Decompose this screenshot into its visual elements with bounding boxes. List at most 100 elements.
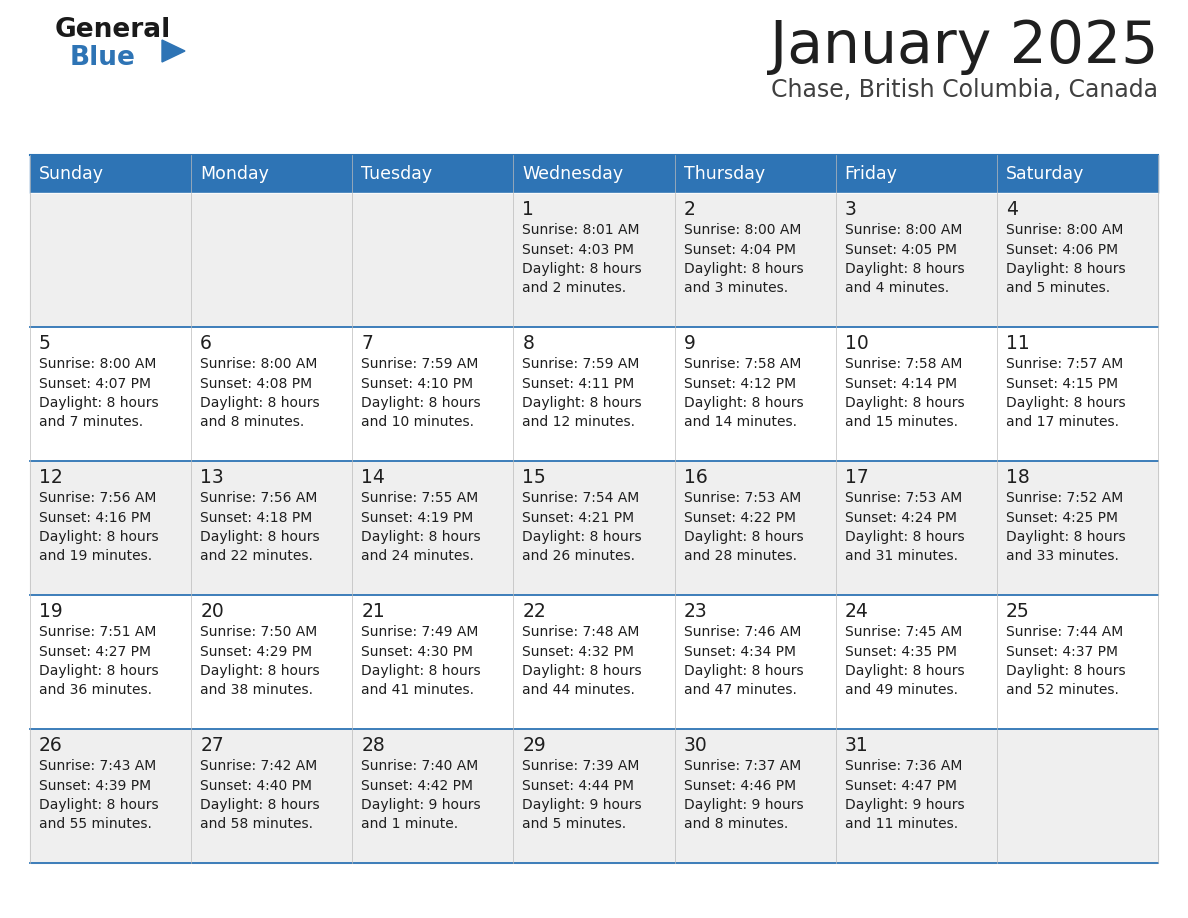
Bar [675,327,835,461]
Bar [353,461,513,595]
Bar [513,461,675,595]
Text: Sunrise: 7:59 AM
Sunset: 4:11 PM
Daylight: 8 hours
and 12 minutes.: Sunrise: 7:59 AM Sunset: 4:11 PM Dayligh… [523,357,642,430]
Text: Sunrise: 7:56 AM
Sunset: 4:16 PM
Daylight: 8 hours
and 19 minutes.: Sunrise: 7:56 AM Sunset: 4:16 PM Dayligh… [39,491,159,564]
Text: Sunrise: 7:53 AM
Sunset: 4:24 PM
Daylight: 8 hours
and 31 minutes.: Sunrise: 7:53 AM Sunset: 4:24 PM Dayligh… [845,491,965,564]
Text: 5: 5 [39,334,51,353]
Polygon shape [162,40,185,62]
Text: Sunrise: 7:45 AM
Sunset: 4:35 PM
Daylight: 8 hours
and 49 minutes.: Sunrise: 7:45 AM Sunset: 4:35 PM Dayligh… [845,625,965,698]
Text: 30: 30 [683,736,707,755]
Bar [997,155,1158,193]
Text: Sunrise: 7:40 AM
Sunset: 4:42 PM
Daylight: 9 hours
and 1 minute.: Sunrise: 7:40 AM Sunset: 4:42 PM Dayligh… [361,759,481,832]
Bar [835,327,997,461]
Text: Blue: Blue [70,45,135,71]
Text: 22: 22 [523,602,546,621]
Text: 3: 3 [845,200,857,219]
Text: Sunrise: 7:58 AM
Sunset: 4:12 PM
Daylight: 8 hours
and 14 minutes.: Sunrise: 7:58 AM Sunset: 4:12 PM Dayligh… [683,357,803,430]
Bar [191,461,353,595]
Text: 16: 16 [683,468,707,487]
Text: 24: 24 [845,602,868,621]
Text: 19: 19 [39,602,63,621]
Text: 9: 9 [683,334,695,353]
Text: 8: 8 [523,334,535,353]
Text: 2: 2 [683,200,695,219]
Text: Sunrise: 8:00 AM
Sunset: 4:05 PM
Daylight: 8 hours
and 4 minutes.: Sunrise: 8:00 AM Sunset: 4:05 PM Dayligh… [845,223,965,296]
Bar [513,155,675,193]
Bar [191,595,353,729]
Text: Sunrise: 7:56 AM
Sunset: 4:18 PM
Daylight: 8 hours
and 22 minutes.: Sunrise: 7:56 AM Sunset: 4:18 PM Dayligh… [200,491,320,564]
Text: 27: 27 [200,736,223,755]
Text: 4: 4 [1006,200,1018,219]
Bar [997,193,1158,327]
Bar [191,155,353,193]
Text: 21: 21 [361,602,385,621]
Text: Sunday: Sunday [39,165,105,183]
Bar [353,729,513,863]
Text: Monday: Monday [200,165,268,183]
Bar [30,193,191,327]
Text: Sunrise: 7:58 AM
Sunset: 4:14 PM
Daylight: 8 hours
and 15 minutes.: Sunrise: 7:58 AM Sunset: 4:14 PM Dayligh… [845,357,965,430]
Bar [353,193,513,327]
Bar [835,155,997,193]
Text: January 2025: January 2025 [770,18,1158,75]
Text: Sunrise: 8:00 AM
Sunset: 4:06 PM
Daylight: 8 hours
and 5 minutes.: Sunrise: 8:00 AM Sunset: 4:06 PM Dayligh… [1006,223,1125,296]
Text: Tuesday: Tuesday [361,165,432,183]
Text: Sunrise: 7:50 AM
Sunset: 4:29 PM
Daylight: 8 hours
and 38 minutes.: Sunrise: 7:50 AM Sunset: 4:29 PM Dayligh… [200,625,320,698]
Text: Sunrise: 8:01 AM
Sunset: 4:03 PM
Daylight: 8 hours
and 2 minutes.: Sunrise: 8:01 AM Sunset: 4:03 PM Dayligh… [523,223,642,296]
Text: Saturday: Saturday [1006,165,1085,183]
Bar [513,729,675,863]
Text: 12: 12 [39,468,63,487]
Bar [997,327,1158,461]
Text: 26: 26 [39,736,63,755]
Bar [30,461,191,595]
Bar [835,729,997,863]
Text: 28: 28 [361,736,385,755]
Text: Friday: Friday [845,165,898,183]
Bar [30,155,191,193]
Text: 6: 6 [200,334,211,353]
Bar [997,461,1158,595]
Bar [513,193,675,327]
Bar [191,193,353,327]
Bar [353,595,513,729]
Text: 1: 1 [523,200,535,219]
Text: 23: 23 [683,602,707,621]
Bar [675,729,835,863]
Text: Sunrise: 7:37 AM
Sunset: 4:46 PM
Daylight: 9 hours
and 8 minutes.: Sunrise: 7:37 AM Sunset: 4:46 PM Dayligh… [683,759,803,832]
Text: 20: 20 [200,602,223,621]
Text: 18: 18 [1006,468,1030,487]
Text: 14: 14 [361,468,385,487]
Bar [675,595,835,729]
Text: 29: 29 [523,736,546,755]
Text: 15: 15 [523,468,546,487]
Text: 10: 10 [845,334,868,353]
Bar [997,729,1158,863]
Text: 13: 13 [200,468,223,487]
Text: Sunrise: 7:55 AM
Sunset: 4:19 PM
Daylight: 8 hours
and 24 minutes.: Sunrise: 7:55 AM Sunset: 4:19 PM Dayligh… [361,491,481,564]
Text: Sunrise: 7:46 AM
Sunset: 4:34 PM
Daylight: 8 hours
and 47 minutes.: Sunrise: 7:46 AM Sunset: 4:34 PM Dayligh… [683,625,803,698]
Text: Sunrise: 7:42 AM
Sunset: 4:40 PM
Daylight: 8 hours
and 58 minutes.: Sunrise: 7:42 AM Sunset: 4:40 PM Dayligh… [200,759,320,832]
Bar [675,461,835,595]
Bar [675,155,835,193]
Text: Sunrise: 8:00 AM
Sunset: 4:08 PM
Daylight: 8 hours
and 8 minutes.: Sunrise: 8:00 AM Sunset: 4:08 PM Dayligh… [200,357,320,430]
Bar [835,461,997,595]
Text: Sunrise: 7:39 AM
Sunset: 4:44 PM
Daylight: 9 hours
and 5 minutes.: Sunrise: 7:39 AM Sunset: 4:44 PM Dayligh… [523,759,642,832]
Text: 7: 7 [361,334,373,353]
Text: Sunrise: 7:43 AM
Sunset: 4:39 PM
Daylight: 8 hours
and 55 minutes.: Sunrise: 7:43 AM Sunset: 4:39 PM Dayligh… [39,759,159,832]
Bar [997,595,1158,729]
Text: Thursday: Thursday [683,165,765,183]
Text: 17: 17 [845,468,868,487]
Text: Sunrise: 8:00 AM
Sunset: 4:07 PM
Daylight: 8 hours
and 7 minutes.: Sunrise: 8:00 AM Sunset: 4:07 PM Dayligh… [39,357,159,430]
Text: 31: 31 [845,736,868,755]
Bar [835,595,997,729]
Text: 11: 11 [1006,334,1030,353]
Text: Sunrise: 7:59 AM
Sunset: 4:10 PM
Daylight: 8 hours
and 10 minutes.: Sunrise: 7:59 AM Sunset: 4:10 PM Dayligh… [361,357,481,430]
Bar [675,193,835,327]
Text: Sunrise: 7:48 AM
Sunset: 4:32 PM
Daylight: 8 hours
and 44 minutes.: Sunrise: 7:48 AM Sunset: 4:32 PM Dayligh… [523,625,642,698]
Text: Sunrise: 7:53 AM
Sunset: 4:22 PM
Daylight: 8 hours
and 28 minutes.: Sunrise: 7:53 AM Sunset: 4:22 PM Dayligh… [683,491,803,564]
Text: Wednesday: Wednesday [523,165,624,183]
Text: Sunrise: 8:00 AM
Sunset: 4:04 PM
Daylight: 8 hours
and 3 minutes.: Sunrise: 8:00 AM Sunset: 4:04 PM Dayligh… [683,223,803,296]
Text: Sunrise: 7:36 AM
Sunset: 4:47 PM
Daylight: 9 hours
and 11 minutes.: Sunrise: 7:36 AM Sunset: 4:47 PM Dayligh… [845,759,965,832]
Text: Chase, British Columbia, Canada: Chase, British Columbia, Canada [771,78,1158,102]
Text: Sunrise: 7:54 AM
Sunset: 4:21 PM
Daylight: 8 hours
and 26 minutes.: Sunrise: 7:54 AM Sunset: 4:21 PM Dayligh… [523,491,642,564]
Bar [30,327,191,461]
